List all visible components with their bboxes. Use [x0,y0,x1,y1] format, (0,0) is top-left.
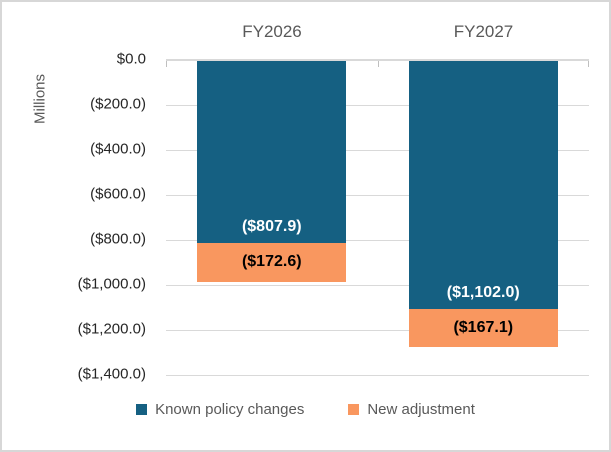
legend-item-new-adjustment: New adjustment [348,401,475,418]
gridline [166,375,589,376]
bar-segment-fy2027: ($167.1) [408,308,558,347]
legend: Known policy changes New adjustment [2,401,609,418]
gridline [166,150,589,151]
axis-tick-mark [377,61,379,67]
plot-area: ($807.9) ($172.6) ($1,102.0) ($167.1) [166,59,589,376]
bar-segment-fy2027: ($1,102.0) [408,61,558,309]
bar-segment-fy2026: ($172.6) [197,242,347,282]
legend-label: New adjustment [367,401,475,418]
y-axis-tick-label: ($1,000.0) [77,275,146,293]
gridline [166,285,589,286]
legend-label: Known policy changes [155,401,305,418]
data-label: ($172.6) [241,253,302,271]
gridline [166,105,589,106]
data-label: ($1,102.0) [446,283,520,301]
gridline [166,330,589,331]
y-axis-tick-label: ($800.0) [90,230,146,248]
legend-swatch-known-policy-changes [136,404,148,415]
axis-tick-mark [588,61,589,67]
axis-tick-mark [166,61,167,67]
y-axis-tick-label: $0.0 [116,50,146,68]
legend-item-known-policy-changes: Known policy changes [136,401,304,418]
category-header-fy2026: FY2026 [242,22,302,41]
y-axis-tick-label: ($1,200.0) [77,320,146,338]
gridline [166,195,589,196]
y-axis-tick-label: ($1,400.0) [77,365,146,383]
y-axis-tick-label: ($200.0) [90,95,146,113]
y-axis-tick-label: ($600.0) [90,185,146,203]
legend-swatch-new-adjustment [348,404,360,415]
y-axis-tick-label: ($400.0) [90,140,146,158]
y-axis-unit-label: Millions [31,73,49,125]
data-label: ($807.9) [241,217,302,235]
data-label: ($167.1) [453,318,514,336]
gridline [166,240,589,241]
bar-segment-fy2026: ($807.9) [197,61,347,243]
category-header-fy2027: FY2027 [453,22,514,41]
